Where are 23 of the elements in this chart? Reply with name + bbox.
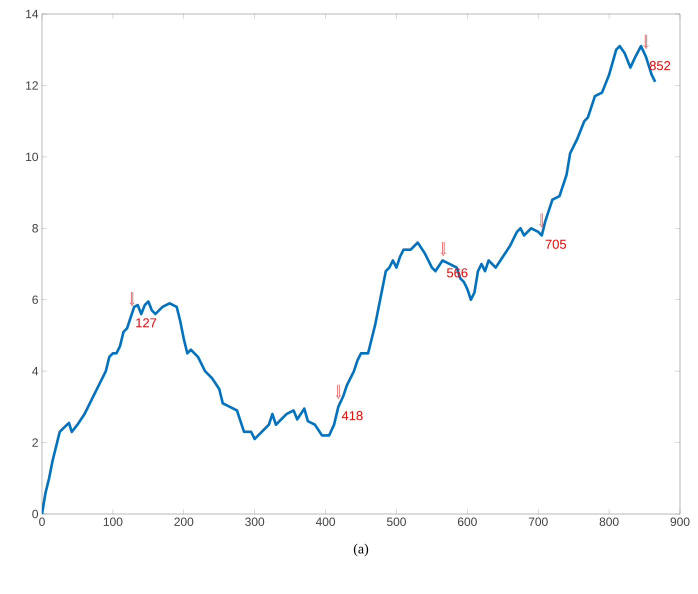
- x-tick-label: 700: [528, 518, 548, 526]
- x-tick-label: 600: [458, 518, 477, 526]
- x-tick-label: 200: [174, 518, 194, 526]
- text: (a): [354, 544, 368, 556]
- x-tick-label: 300: [245, 518, 264, 526]
- y-tick-label: 4: [32, 367, 38, 376]
- y-tick-label: 12: [26, 81, 38, 90]
- y-tick-label: 14: [26, 10, 38, 18]
- y-tick-label: 2: [32, 438, 38, 447]
- y-tick-label: 6: [32, 295, 38, 304]
- y-tick-label: 8: [32, 224, 38, 233]
- x-tick-label: 0: [39, 518, 45, 526]
- x-tick-label: 800: [600, 518, 619, 526]
- x-tick-label: 400: [316, 518, 336, 526]
- annotation: 418: [342, 411, 363, 420]
- x-tick-label: 100: [104, 518, 122, 526]
- x-tick-label: 900: [670, 518, 690, 526]
- x-tick-label: 500: [386, 518, 406, 526]
- annotation: 852: [650, 61, 670, 70]
- y-tick-label: 0: [32, 510, 38, 518]
- annotation: 705: [546, 240, 566, 249]
- y-tick-label: 10: [26, 152, 38, 162]
- annotation: 127: [136, 318, 156, 328]
